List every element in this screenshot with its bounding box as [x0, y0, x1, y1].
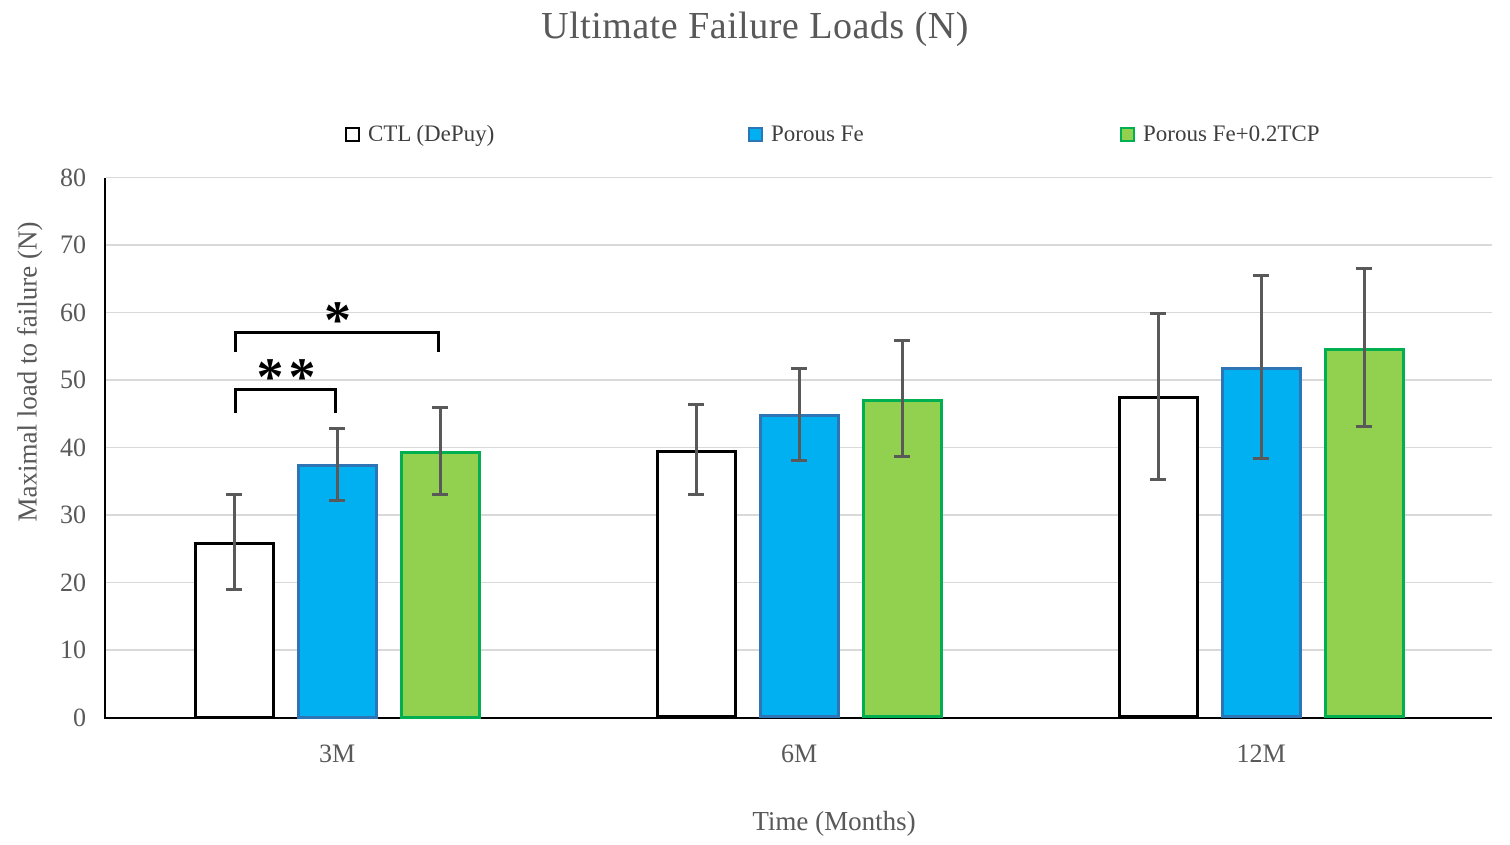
y-tick-label: 50 [60, 365, 86, 394]
legend-label-porous-fe-tcp: Porous Fe+0.2TCP [1143, 121, 1320, 146]
error-bar-cap [688, 493, 704, 497]
y-tick-label: 30 [60, 500, 86, 529]
y-tick-label: 0 [73, 702, 86, 732]
error-bar-cap [226, 587, 242, 591]
error-bar-porous-fe-0-2tcp-6m [900, 340, 904, 457]
error-bar-cap [1150, 311, 1166, 315]
y-tick-label: 80 [60, 162, 86, 192]
error-bar-cap [1253, 457, 1269, 461]
legend-item-porous-fe-tcp: Porous Fe+0.2TCP [1120, 121, 1320, 147]
legend-swatch-ctl-icon [345, 126, 360, 142]
error-bar-cap [226, 493, 242, 497]
error-bar-porous-fe-3m [335, 428, 339, 501]
error-bar-ctl-depuy-3m [232, 494, 236, 590]
gridline [106, 311, 1492, 314]
legend-label-ctl: CTL (DePuy) [368, 121, 495, 146]
error-bar-cap [1356, 267, 1372, 271]
significance-bracket [234, 388, 337, 414]
gridline [106, 176, 1492, 179]
y-tick-label: 70 [60, 230, 86, 259]
legend-item-porous-fe: Porous Fe [748, 121, 864, 147]
error-bar-cap [688, 402, 704, 406]
x-category-label: 3M [318, 739, 356, 768]
legend-item-ctl: CTL (DePuy) [345, 121, 494, 147]
error-bar-porous-fe-0-2tcp-3m [438, 407, 442, 495]
error-bar-cap [791, 367, 807, 371]
error-bar-cap [791, 458, 807, 462]
error-bar-cap [1150, 477, 1166, 481]
x-axis-title: Time (Months) [752, 806, 916, 836]
error-bar-cap [432, 405, 448, 409]
bar-ctl-depuy-6m [655, 449, 737, 719]
significance-label: * [324, 289, 356, 350]
x-category-label: 12M [1236, 739, 1286, 768]
error-bar-cap [1356, 425, 1372, 429]
error-bar-porous-fe-6m [797, 368, 801, 461]
error-bar-cap [432, 493, 448, 497]
error-bar-porous-fe-12m [1259, 275, 1263, 459]
gridline [106, 244, 1492, 246]
error-bar-cap [329, 427, 345, 431]
error-bar-cap [894, 455, 910, 459]
bar-porous-fe-3m [296, 464, 378, 719]
legend-swatch-porous-fe-icon [748, 126, 763, 142]
legend-label-porous-fe: Porous Fe [771, 121, 864, 146]
error-bar-cap [329, 498, 345, 502]
significance-label: ** [256, 347, 321, 408]
error-bar-ctl-depuy-12m [1156, 313, 1160, 480]
significance-bracket [234, 330, 440, 352]
error-bar-porous-fe-0-2tcp-12m [1362, 268, 1366, 427]
error-bar-cap [894, 339, 910, 343]
chart-title: Ultimate Failure Loads (N) [541, 5, 969, 47]
y-tick-label: 20 [60, 567, 86, 597]
legend-swatch-porous-fe-tcp-icon [1120, 126, 1135, 142]
y-tick-label: 10 [60, 635, 86, 664]
y-axis-line [104, 177, 106, 718]
error-bar-ctl-depuy-6m [694, 404, 698, 495]
error-bar-cap [1253, 273, 1269, 277]
y-tick-label: 60 [60, 297, 86, 327]
y-tick-label: 40 [60, 432, 86, 462]
x-category-label: 6M [780, 739, 818, 768]
